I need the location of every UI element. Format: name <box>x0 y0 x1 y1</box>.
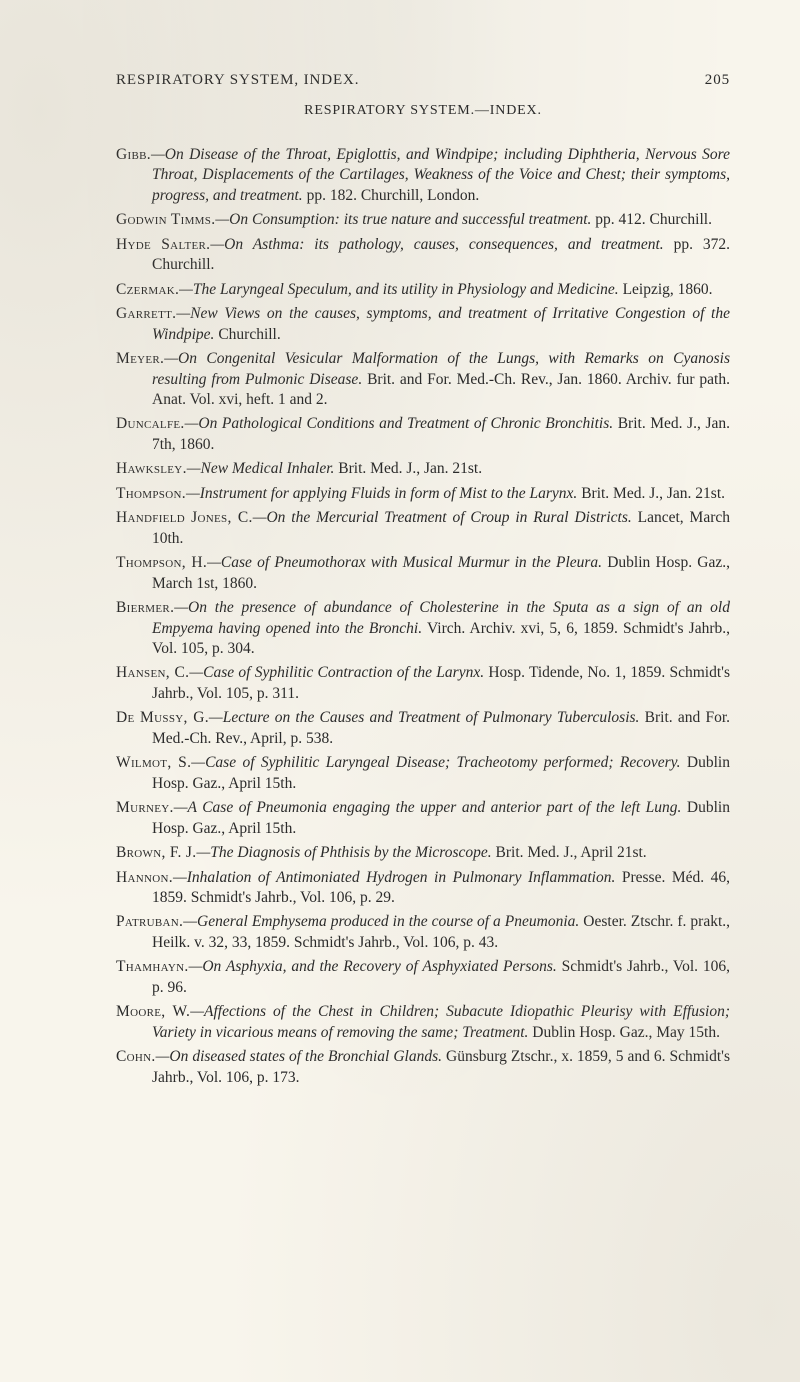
index-entry: Thompson, H.—Case of Pneumothorax with M… <box>116 553 730 594</box>
entry-author: De Mussy, G. <box>116 709 209 726</box>
entry-author: Czermak. <box>116 281 179 298</box>
entry-title: —Case of Syphilitic Contraction of the L… <box>189 664 484 681</box>
entry-author: Hyde Salter. <box>116 236 210 253</box>
entry-author: Biermer. <box>116 599 174 616</box>
entry-author: Cohn. <box>116 1048 156 1065</box>
entry-title: —Case of Syphilitic Laryngeal Disease; T… <box>191 754 680 771</box>
entry-author: Duncalfe. <box>116 415 185 432</box>
entry-title: —On the Mercurial Treatment of Croup in … <box>253 509 632 526</box>
entry-author: Gibb. <box>116 146 151 163</box>
entry-title: —On Consumption: its true nature and suc… <box>215 211 591 228</box>
entry-author: Handfield Jones, C. <box>116 509 253 526</box>
index-entry: Hyde Salter.—On Asthma: its pathology, c… <box>116 235 730 276</box>
entry-author: Hansen, C. <box>116 664 189 681</box>
index-entry: Duncalfe.—On Pathological Conditions and… <box>116 414 730 455</box>
index-entry: Czermak.—The Laryngeal Speculum, and its… <box>116 280 730 300</box>
entry-author: Garrett. <box>116 305 176 322</box>
index-entry: Hawksley.—New Medical Inhaler. Brit. Med… <box>116 459 730 479</box>
index-entry: Handfield Jones, C.—On the Mercurial Tre… <box>116 508 730 549</box>
index-entry: Cohn.—On diseased states of the Bronchia… <box>116 1047 730 1088</box>
entry-title: —New Medical Inhaler. <box>187 460 335 477</box>
page-number: 205 <box>705 72 730 89</box>
index-entry: Biermer.—On the presence of abundance of… <box>116 598 730 659</box>
entry-title: —General Emphysema produced in the cours… <box>183 913 579 930</box>
index-entry: Thamhayn.—On Asphyxia, and the Recovery … <box>116 957 730 998</box>
entry-author: Thamhayn. <box>116 958 189 975</box>
entry-author: Meyer. <box>116 350 164 367</box>
index-entry: Thompson.—Instrument for applying Fluids… <box>116 484 730 504</box>
index-entry: Patruban.—General Emphysema produced in … <box>116 912 730 953</box>
entry-citation: pp. 182. Churchill, London. <box>303 187 480 204</box>
entry-author: Hannon. <box>116 869 173 886</box>
entry-title: —Inhalation of Antimoniated Hydrogen in … <box>173 869 615 886</box>
running-title: RESPIRATORY SYSTEM, INDEX. <box>116 72 359 89</box>
entry-citation: Leipzig, 1860. <box>619 281 713 298</box>
entry-citation: Brit. Med. J., April 21st. <box>492 844 647 861</box>
entry-title: —On diseased states of the Bronchial Gla… <box>156 1048 442 1065</box>
entry-author: Patruban. <box>116 913 183 930</box>
entry-title: —On Pathological Conditions and Treatmen… <box>185 415 614 432</box>
entry-author: Murney. <box>116 799 174 816</box>
entry-title: —On Asthma: its pathology, causes, conse… <box>210 236 663 253</box>
entry-title: —Instrument for applying Fluids in form … <box>186 485 577 502</box>
entry-citation: Brit. Med. J., Jan. 21st. <box>577 485 725 502</box>
index-entry: Garrett.—New Views on the causes, sympto… <box>116 304 730 345</box>
entry-citation: Brit. Med. J., Jan. 21st. <box>334 460 482 477</box>
entry-author: Brown, F. J. <box>116 844 196 861</box>
index-entries: Gibb.—On Disease of the Throat, Epiglott… <box>116 145 730 1088</box>
entry-title: —The Diagnosis of Phthisis by the Micros… <box>196 844 491 861</box>
section-heading: RESPIRATORY SYSTEM.—INDEX. <box>116 103 730 119</box>
entry-title: —Case of Pneumothorax with Musical Murmu… <box>207 554 602 571</box>
index-entry: Meyer.—On Congenital Vesicular Malformat… <box>116 349 730 410</box>
index-entry: Moore, W.—Affections of the Chest in Chi… <box>116 1002 730 1043</box>
index-entry: Hannon.—Inhalation of Antimoniated Hydro… <box>116 868 730 909</box>
index-entry: Hansen, C.—Case of Syphilitic Contractio… <box>116 663 730 704</box>
entry-author: Thompson, H. <box>116 554 207 571</box>
index-entry: Wilmot, S.—Case of Syphilitic Laryngeal … <box>116 753 730 794</box>
entry-citation: Dublin Hosp. Gaz., May 15th. <box>528 1024 720 1041</box>
index-entry: Murney.—A Case of Pneumonia engaging the… <box>116 798 730 839</box>
entry-title: —Lecture on the Causes and Treatment of … <box>209 709 640 726</box>
index-entry: Godwin Timms.—On Consumption: its true n… <box>116 210 730 230</box>
entry-author: Thompson. <box>116 485 186 502</box>
page: { "header": { "running_title": "RESPIRAT… <box>0 0 800 1382</box>
entry-title: —A Case of Pneumonia engaging the upper … <box>174 799 682 816</box>
index-entry: Gibb.—On Disease of the Throat, Epiglott… <box>116 145 730 206</box>
entry-author: Moore, W. <box>116 1003 190 1020</box>
index-entry: Brown, F. J.—The Diagnosis of Phthisis b… <box>116 843 730 863</box>
entry-title: —The Laryngeal Speculum, and its utility… <box>179 281 619 298</box>
entry-author: Godwin Timms. <box>116 211 215 228</box>
entry-author: Hawksley. <box>116 460 187 477</box>
entry-author: Wilmot, S. <box>116 754 191 771</box>
entry-citation: pp. 412. Churchill. <box>591 211 712 228</box>
entry-citation: Churchill. <box>214 326 280 343</box>
index-entry: De Mussy, G.—Lecture on the Causes and T… <box>116 708 730 749</box>
entry-title: —On Asphyxia, and the Recovery of Asphyx… <box>189 958 557 975</box>
running-header: RESPIRATORY SYSTEM, INDEX. 205 <box>116 72 730 89</box>
